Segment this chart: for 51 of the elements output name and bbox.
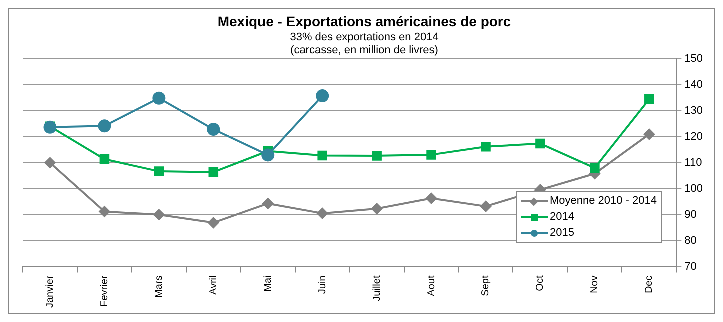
point (316, 90, 330, 103)
chart-title: Mexique - Exportations américaines de porc (218, 13, 512, 30)
point (480, 201, 492, 212)
point (644, 128, 655, 140)
point (536, 138, 546, 149)
point (590, 163, 600, 174)
y-tick-label: 90 (684, 208, 697, 221)
legend-label: 2014 (550, 211, 574, 223)
x-tick-label: Nov (590, 276, 601, 294)
point (100, 154, 110, 164)
point (318, 150, 328, 161)
point (99, 206, 110, 218)
x-tick-label: Mai (262, 276, 274, 292)
chart-subtitle: 33% des exportations en 2014 (carcasse, en million de livres) (290, 31, 439, 57)
x-tick-label: Avril (208, 276, 220, 296)
x-tick-label: Sept (480, 276, 492, 296)
point (154, 166, 164, 176)
point (262, 198, 274, 210)
y-tick-label: 140 (684, 79, 704, 92)
point (152, 92, 166, 105)
point (426, 193, 438, 204)
x-tick-label: Fevrier (99, 275, 110, 307)
point (262, 148, 275, 162)
point (44, 157, 56, 168)
y-tick-label: 100 (684, 182, 704, 195)
y-tick-label: 80 (684, 234, 697, 247)
point (372, 151, 382, 161)
x-tick-label: Juin (317, 276, 328, 294)
point (372, 203, 383, 214)
y-tick-label: 120 (684, 131, 704, 144)
point (154, 209, 165, 220)
point (98, 120, 112, 133)
point (207, 123, 220, 136)
x-tick-label: Oct (535, 276, 546, 292)
y-tick-label: 150 (684, 53, 704, 66)
y-tick-label: 110 (684, 157, 702, 170)
y-tick-label: 70 (684, 260, 697, 273)
point (481, 142, 491, 152)
point (208, 167, 219, 178)
x-tick-label: Dec (644, 276, 656, 294)
point (208, 217, 220, 228)
x-tick-label: Janvier (44, 275, 56, 308)
point (644, 94, 654, 104)
x-tick-label: Aout (426, 276, 438, 296)
point (426, 150, 436, 160)
legend-label: 2015 (550, 227, 574, 239)
x-tick-label: Mars (154, 276, 165, 298)
y-tick-label: 130 (684, 105, 704, 118)
legend-label: Moyenne 2010 - 2014 (550, 195, 657, 207)
point (317, 208, 328, 220)
x-tick-label: Juillet (372, 276, 383, 302)
